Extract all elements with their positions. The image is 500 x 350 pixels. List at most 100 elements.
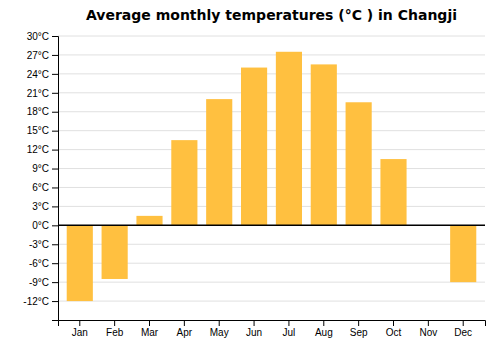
bar — [136, 216, 162, 225]
y-tick: -12°C — [23, 296, 58, 307]
bar — [241, 68, 267, 226]
y-tick-label: 6°C — [32, 182, 49, 193]
x-tick-mark — [393, 320, 394, 326]
y-tick-mark — [52, 131, 58, 132]
y-tick-mark — [52, 150, 58, 151]
x-tick-mark — [114, 320, 115, 326]
grid-line — [58, 206, 485, 207]
y-tick: 21°C — [27, 88, 58, 99]
grid-line — [58, 301, 485, 302]
x-tick: Jan — [72, 320, 88, 338]
y-tick-mark — [52, 169, 58, 170]
y-tick: -6°C — [29, 258, 58, 269]
bar — [171, 140, 197, 225]
y-tick: -3°C — [29, 239, 58, 250]
x-tick-mark — [79, 320, 80, 326]
grid-line — [58, 130, 485, 131]
y-tick: 15°C — [27, 125, 58, 136]
y-tick-mark — [52, 74, 58, 75]
y-tick-mark — [52, 93, 58, 94]
y-tick-mark — [52, 282, 58, 283]
x-tick-label: Feb — [106, 327, 124, 338]
y-tick-mark — [52, 301, 58, 302]
y-tick-mark — [52, 36, 58, 37]
x-tick-mark — [254, 320, 255, 326]
y-axis: -12°C -9°C -6°C -3°C 0°C 3°C 6°C 9°C 12°C 15°C 18°… — [23, 31, 58, 321]
y-tick-mark — [52, 244, 58, 245]
y-tick: 9°C — [32, 163, 58, 174]
plot: -12°C -9°C -6°C -3°C 0°C 3°C 6°C 9°C 12°C 15°C 18°… — [23, 31, 485, 338]
grid-line — [58, 282, 485, 283]
x-tick-label: Sep — [350, 327, 368, 338]
x-tick: Jul — [283, 320, 296, 338]
x-tick-mark — [149, 320, 150, 326]
x-tick-label: Jul — [283, 327, 296, 338]
y-tick-label: -3°C — [29, 239, 49, 250]
bar — [102, 225, 128, 279]
x-tick-label: Mar — [141, 327, 159, 338]
x-tick-label: Apr — [177, 327, 193, 338]
y-tick: 12°C — [27, 144, 58, 155]
bar — [206, 99, 232, 225]
bar — [311, 64, 337, 225]
y-tick-mark — [52, 187, 58, 188]
chart: Average monthly temperatures (°C ) in Ch… — [0, 0, 500, 350]
x-tick-label: May — [210, 327, 229, 338]
x-tick: Mar — [141, 320, 159, 338]
grid-line — [58, 36, 485, 37]
y-tick: -9°C — [29, 277, 58, 288]
y-tick-label: 18°C — [27, 106, 49, 117]
y-tick-mark — [52, 225, 58, 226]
bar — [67, 225, 93, 301]
grid-line — [58, 92, 485, 93]
y-tick: 6°C — [32, 182, 58, 193]
x-tick: Oct — [386, 320, 402, 338]
y-tick: 27°C — [27, 50, 58, 61]
y-tick-label: 3°C — [32, 201, 49, 212]
y-tick-label: 0°C — [32, 220, 49, 231]
x-tick: Dec — [454, 320, 472, 338]
y-tick-label: -6°C — [29, 258, 49, 269]
x-axis-line — [59, 321, 486, 327]
bar — [450, 225, 476, 282]
y-tick-label: 21°C — [27, 88, 49, 99]
bar — [276, 52, 302, 226]
y-tick-label: 27°C — [27, 50, 49, 61]
grid-line — [58, 54, 485, 55]
y-tick: 0°C — [32, 220, 58, 231]
y-tick: 3°C — [32, 201, 58, 212]
grid-line — [58, 73, 485, 74]
x-tick: Sep — [350, 320, 368, 338]
y-axis-line — [52, 37, 59, 321]
x-tick-label: Aug — [315, 327, 333, 338]
x-tick-mark — [428, 320, 429, 326]
y-tick-label: 30°C — [27, 31, 49, 42]
y-tick-label: 15°C — [27, 125, 49, 136]
x-tick-mark — [323, 320, 324, 326]
y-tick-label: -12°C — [23, 296, 49, 307]
grid — [58, 36, 485, 301]
x-tick: Jun — [246, 320, 262, 338]
grid-line — [58, 111, 485, 112]
y-tick-label: 24°C — [27, 69, 49, 80]
y-tick-mark — [52, 206, 58, 207]
y-tick: 18°C — [27, 106, 58, 117]
bars — [67, 52, 477, 301]
grid-line — [58, 187, 485, 188]
x-tick: Apr — [177, 320, 193, 338]
y-tick-mark — [52, 55, 58, 56]
x-tick: Nov — [419, 320, 437, 338]
x-tick: Aug — [315, 320, 333, 338]
x-tick-label: Jun — [246, 327, 262, 338]
y-tick-mark — [52, 263, 58, 264]
y-tick-label: 9°C — [32, 163, 49, 174]
x-tick-mark — [184, 320, 185, 326]
x-tick: May — [210, 320, 229, 338]
bar — [380, 159, 406, 225]
x-tick-mark — [463, 320, 464, 326]
x-tick: Feb — [106, 320, 124, 338]
x-tick-label: Dec — [454, 327, 472, 338]
x-tick-label: Jan — [72, 327, 88, 338]
y-tick-label: -9°C — [29, 277, 49, 288]
x-tick-mark — [288, 320, 289, 326]
